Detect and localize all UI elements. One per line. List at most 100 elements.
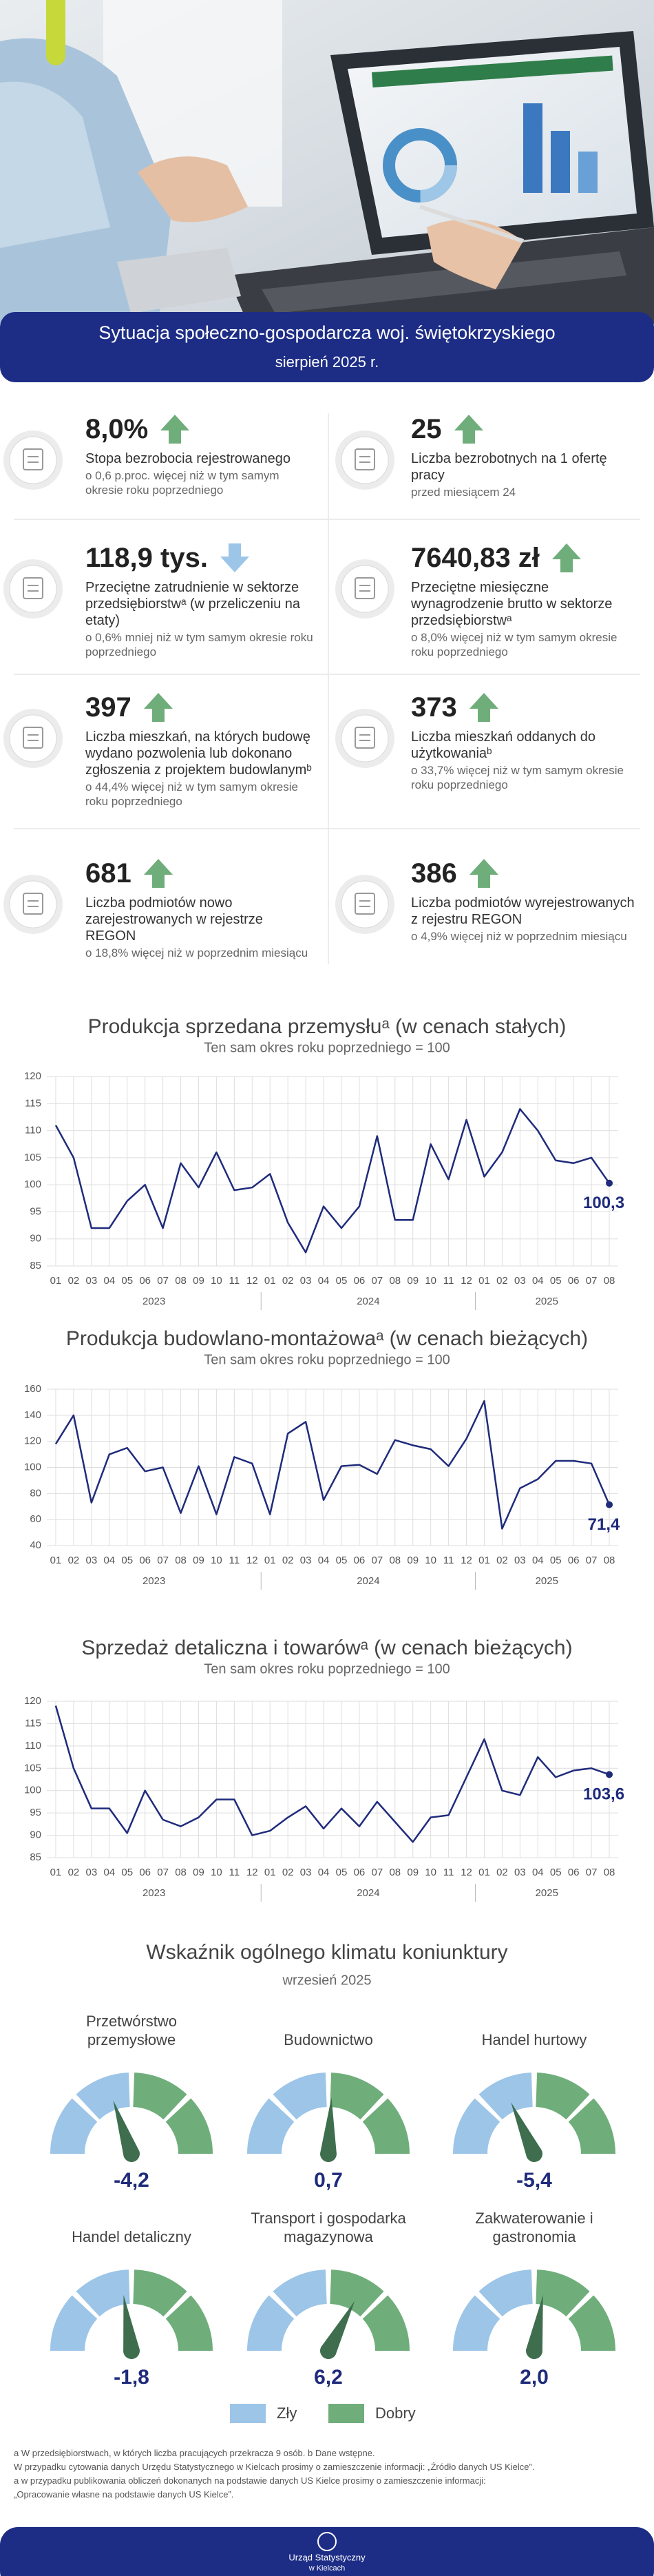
icon-face	[341, 714, 389, 762]
gauge-segment	[536, 2269, 590, 2317]
gauge-needle	[526, 2295, 543, 2359]
x-tick-label: 11	[229, 1275, 240, 1287]
gauge-needle	[320, 2097, 337, 2162]
x-tick-label: 03	[86, 1867, 98, 1878]
x-tick-label: 05	[121, 1275, 133, 1287]
year-label: 2025	[536, 1887, 558, 1899]
indicator-description: Stopa bezrobocia rejestrowanego	[85, 451, 291, 466]
chart-title: Produkcja sprzedana przemysłuᵃ (w cenach…	[88, 1015, 567, 1038]
x-tick-label: 06	[354, 1555, 366, 1566]
page-title: Sytuacja społeczno-gospodarcza woj. świę…	[98, 322, 555, 343]
x-tick-label: 09	[407, 1867, 419, 1878]
footer-logo	[317, 2532, 337, 2551]
indicator-value: 25	[411, 414, 442, 444]
x-tick-label: 07	[586, 1555, 598, 1566]
y-tick-label: 120	[24, 1435, 41, 1447]
x-tick-label: 12	[246, 1867, 258, 1878]
indicator-head: 681	[85, 856, 316, 891]
indicator-description: Liczba mieszkań oddanych do użytkowaniaᵇ	[411, 729, 595, 761]
x-tick-label: 04	[103, 1275, 115, 1287]
x-tick-label: 05	[550, 1275, 562, 1287]
y-tick-label: 110	[25, 1740, 41, 1752]
trend-arrow	[454, 415, 483, 444]
x-tick-label: 08	[175, 1555, 187, 1566]
year-label: 2023	[143, 1296, 165, 1307]
chart-subtitle: wrzesień 2025	[282, 1973, 372, 1988]
x-tick-label: 05	[336, 1867, 348, 1878]
trend-arrow	[220, 543, 249, 572]
x-tick-label: 04	[318, 1867, 330, 1878]
x-tick-label: 07	[372, 1275, 383, 1287]
x-tick-label: 07	[372, 1867, 383, 1878]
indicator-description: Liczba mieszkań, na których budowę wydan…	[85, 729, 312, 778]
x-tick-label: 12	[461, 1867, 472, 1878]
icon-glyph	[355, 448, 375, 470]
icon-glyph	[355, 727, 375, 749]
icon-glyph	[23, 727, 43, 749]
x-tick-label: 07	[157, 1275, 169, 1287]
chart-title: Sprzedaż detaliczna i towarówᵃ (w cenach…	[81, 1637, 572, 1659]
indicator-icon	[335, 559, 394, 619]
indicator-note: o 4,9% więcej niż w poprzednim miesiącu	[411, 930, 627, 943]
x-tick-label: 02	[282, 1555, 294, 1566]
x-tick-label: 04	[318, 1275, 330, 1287]
x-tick-label: 06	[568, 1867, 580, 1878]
gauge-segment	[330, 2269, 384, 2317]
y-tick-label: 105	[24, 1152, 41, 1163]
y-tick-label: 95	[30, 1807, 41, 1818]
trend-arrow-shape	[469, 859, 498, 888]
indicator-description: Liczba bezrobotnych na 1 ofertę pracy	[411, 451, 607, 483]
page-subtitle: sierpień 2025 r.	[275, 353, 379, 371]
x-tick-label: 08	[604, 1867, 615, 1878]
y-tick-label: 120	[24, 1070, 41, 1082]
x-tick-label: 03	[300, 1275, 312, 1287]
indicator-note: o 18,8% więcej niż w poprzednim miesiącu	[85, 946, 308, 959]
x-tick-label: 01	[264, 1275, 276, 1287]
x-tick-label: 06	[568, 1555, 580, 1566]
indicator: 8,0% Stopa bezrobocia rejestrowanego o 0,6…	[85, 412, 316, 497]
footnote: „Opracowanie własne na podstawie danych …	[14, 2489, 234, 2500]
x-tick-label: 03	[300, 1555, 312, 1566]
trend-arrow-shape	[454, 415, 483, 444]
x-tick-label: 03	[86, 1555, 98, 1566]
x-tick-label: 08	[175, 1867, 187, 1878]
x-tick-label: 01	[478, 1867, 490, 1878]
indicator: 25 Liczba bezrobotnych na 1 ofertę pracy p…	[411, 412, 642, 499]
indicator-note: przed miesiącem 24	[411, 486, 516, 499]
x-tick-label: 07	[586, 1867, 598, 1878]
gauge-segment	[76, 2269, 130, 2317]
gauge-segment	[165, 2098, 213, 2154]
year-label: 2025	[536, 1296, 558, 1307]
x-tick-label: 06	[139, 1275, 151, 1287]
footer-line1: Urząd Statystyczny	[288, 2552, 366, 2562]
x-tick-label: 09	[193, 1275, 204, 1287]
chart-subtitle: Ten sam okres roku poprzedniego = 100	[204, 1661, 450, 1676]
gauge-segment	[50, 2098, 98, 2154]
gauge-value: 6,2	[314, 2366, 343, 2389]
indicator-note: o 0,6% mniej niż w tym samym okresie rok…	[85, 631, 313, 658]
x-tick-label: 12	[461, 1275, 472, 1287]
trend-arrow	[143, 859, 173, 888]
indicator-value: 681	[85, 858, 131, 889]
x-tick-label: 04	[532, 1867, 544, 1878]
icon-face	[9, 436, 57, 484]
x-tick-label: 06	[354, 1867, 366, 1878]
title-banner	[0, 312, 654, 382]
gauge-label: Handel hurtowy	[481, 2031, 587, 2048]
y-tick-label: 90	[30, 1233, 41, 1245]
gauge-segment	[273, 2073, 327, 2120]
gauge-value: -4,2	[114, 2169, 149, 2192]
x-tick-label: 12	[246, 1275, 258, 1287]
separators	[14, 413, 640, 964]
gauge-needle	[320, 2300, 355, 2359]
y-tick-label: 120	[24, 1695, 41, 1707]
gauge-segment	[133, 2073, 187, 2120]
indicator-value: 118,9 tys.	[85, 543, 208, 573]
x-tick-label: 03	[86, 1275, 98, 1287]
indicator: 118,9 tys. Przeciętne zatrudnienie w sekt…	[85, 541, 316, 659]
x-tick-label: 01	[50, 1555, 62, 1566]
icon-face	[9, 880, 57, 928]
footnote: a W przedsiębiorstwach, w których liczba…	[14, 2448, 375, 2458]
indicator-head: 7640,83 zł	[411, 541, 642, 575]
indicator-description: Liczba podmiotów nowo zarejestrowanych w…	[85, 895, 263, 944]
